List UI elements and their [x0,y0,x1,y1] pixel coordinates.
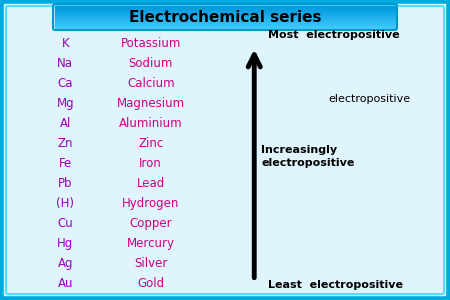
Bar [55,13,395,14]
Text: Mercury: Mercury [127,237,175,250]
Text: Lead: Lead [137,177,165,190]
Text: Sodium: Sodium [129,57,173,70]
Bar [55,17,395,18]
Bar [55,14,395,15]
Text: Hydrogen: Hydrogen [122,197,180,210]
Bar [55,22,395,23]
Text: Al: Al [59,117,71,130]
Text: Gold: Gold [137,277,164,290]
Text: Cu: Cu [58,217,73,230]
Text: K: K [62,37,69,50]
Text: Increasingly: Increasingly [261,145,337,155]
Text: Mg: Mg [56,97,74,110]
Bar [55,24,395,25]
Bar [55,27,395,28]
Text: (H): (H) [56,197,74,210]
Text: Least  electropositive: Least electropositive [268,280,403,290]
Text: Silver: Silver [134,257,167,270]
Bar [55,11,395,12]
Bar [55,26,395,27]
Text: Electrochemical series: Electrochemical series [129,10,321,25]
Bar [55,18,395,19]
Bar [55,9,395,10]
Text: Fe: Fe [58,157,72,170]
Bar [55,15,395,16]
Text: Hg: Hg [57,237,73,250]
Bar [55,19,395,20]
Text: Ca: Ca [58,77,73,90]
Bar [55,6,395,7]
Text: Ag: Ag [58,257,73,270]
Bar [55,16,395,17]
Bar [55,20,395,21]
Bar [55,23,395,24]
Text: Potassium: Potassium [121,37,181,50]
Text: Iron: Iron [140,157,162,170]
Text: electropositive: electropositive [261,158,355,169]
Text: Calcium: Calcium [127,77,175,90]
Text: Most  electropositive: Most electropositive [268,29,400,40]
Text: Zinc: Zinc [138,137,163,150]
Text: Au: Au [58,277,73,290]
Text: Copper: Copper [130,217,172,230]
Bar [55,21,395,22]
Text: Zn: Zn [58,137,73,150]
Bar [55,25,395,26]
Bar [55,8,395,9]
Text: Aluminium: Aluminium [119,117,183,130]
Bar [55,12,395,13]
Text: electropositive: electropositive [328,94,410,104]
Text: Pb: Pb [58,177,72,190]
Bar [55,7,395,8]
Text: Na: Na [57,57,73,70]
Text: Magnesium: Magnesium [117,97,185,110]
